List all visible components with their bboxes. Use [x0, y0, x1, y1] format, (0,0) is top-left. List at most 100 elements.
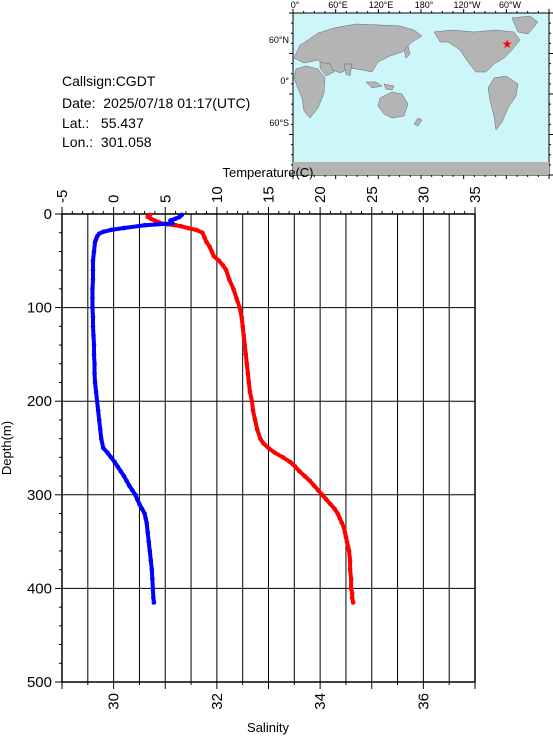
- salinity-data-point: [90, 277, 96, 282]
- temperature-data-point: [237, 305, 242, 310]
- salinity-data-point: [92, 370, 97, 376]
- temperature-data-point: [324, 497, 329, 502]
- temperature-data-point: [223, 267, 229, 273]
- temperature-data-point: [332, 506, 337, 512]
- temperature-tick-label: 15: [261, 186, 278, 203]
- temperature-data-point: [247, 389, 253, 395]
- indonesia-landmass: [365, 81, 395, 91]
- salinity-data-point: [144, 520, 149, 526]
- map-ticks: [289, 9, 553, 179]
- temperature-data-point: [307, 478, 313, 484]
- temperature-data-point: [209, 249, 215, 254]
- depth-axis-label: Depth(m): [0, 421, 14, 475]
- depth-tick-label: 500: [27, 674, 52, 691]
- salinity-data-point: [90, 314, 96, 320]
- temperature-data-point: [272, 450, 277, 455]
- temperature-data-point: [211, 253, 217, 259]
- salinity-data-point: [101, 445, 106, 451]
- temperature-data-point: [200, 230, 205, 236]
- temperature-data-point: [302, 473, 307, 479]
- temperature-data-point: [311, 483, 317, 488]
- salinity-data-point: [121, 473, 127, 479]
- temperature-data-point: [252, 417, 258, 423]
- temperature-data-point: [342, 529, 348, 535]
- salinity-data-point: [105, 450, 110, 455]
- antarctica-landmass: [293, 162, 549, 175]
- profile-plot: -5 0 5 10 15 20 25 30 35 30 32 34 36 01002003004005…: [0, 165, 484, 735]
- temperature-data-point: [220, 263, 226, 268]
- salinity-data-point: [91, 342, 97, 348]
- salinity-data-point: [90, 286, 95, 292]
- salinity-data-point: [151, 600, 157, 605]
- temperature-data-point: [246, 380, 252, 385]
- salinity-data-point: [90, 267, 96, 273]
- map-lon-label-1: 60°E: [328, 0, 348, 10]
- salinity-data-point: [142, 511, 147, 516]
- salinity-data-point: [93, 389, 99, 395]
- temperature-data-point: [250, 408, 256, 413]
- map-lon-label-4: 120°W: [453, 0, 481, 10]
- map-lat-label-2: 60°S: [269, 118, 289, 128]
- salinity-data-point: [126, 483, 132, 488]
- temperature-data-point: [239, 314, 244, 320]
- temperature-data-point: [343, 534, 349, 540]
- date-label: Date:: [62, 95, 96, 111]
- salinity-data-point: [91, 352, 97, 357]
- temperature-data-point: [178, 223, 184, 229]
- salinity-data-point: [90, 258, 96, 264]
- temperature-data-point: [261, 441, 266, 446]
- salinity-data-point: [118, 469, 124, 474]
- temperature-data-point: [226, 277, 232, 282]
- salinity-data-point: [90, 305, 95, 310]
- salinity-data-point: [129, 487, 135, 493]
- australia-landmass: [377, 91, 409, 119]
- salinity-data-point: [170, 221, 175, 226]
- temperature-tick-labels: -5 0 5 10 15 20 25 30 35: [54, 186, 484, 203]
- temperature-data-point: [234, 295, 239, 301]
- salinity-data-point: [95, 408, 101, 413]
- salinity-data-point: [96, 417, 102, 423]
- temperature-data-point: [193, 227, 199, 233]
- map-land: [293, 15, 549, 175]
- salinity-data-point: [94, 398, 100, 404]
- temperature-data-point: [152, 218, 158, 223]
- arabia-landmass: [319, 61, 335, 77]
- salinity-data-point: [173, 216, 178, 221]
- temperature-tick-label: 20: [312, 186, 329, 203]
- map-latitude-labels: 60°N 0° 60°S: [269, 35, 290, 128]
- temperature-data-point: [231, 286, 236, 292]
- salinity-data-point: [91, 249, 97, 254]
- temperature-data-point: [341, 525, 347, 530]
- temperature-data-point: [328, 501, 333, 507]
- salinity-data-point: [92, 380, 98, 385]
- south-america-landmass: [487, 75, 519, 131]
- map-lon-label-5: 60°W: [499, 0, 522, 10]
- salinity-data-point: [146, 539, 152, 544]
- salinity-data-point: [142, 222, 147, 228]
- temperature-series: [145, 212, 356, 605]
- temperature-data-point: [348, 576, 354, 582]
- callsign-text: Callsign:CGDT: [62, 73, 156, 89]
- temperature-tick-label: 10: [209, 186, 226, 203]
- temperature-data-point: [287, 459, 293, 465]
- temperature-data-point: [204, 239, 209, 245]
- salinity-data-point: [177, 214, 183, 220]
- salinity-data-point: [149, 567, 155, 572]
- salinity-data-point: [97, 426, 103, 432]
- salinity-data-point: [112, 459, 117, 465]
- north-america-landmass: [433, 29, 521, 73]
- map-lon-label-2: 120°E: [369, 0, 394, 10]
- temperature-tick-label: 0: [106, 195, 123, 203]
- japan-landmass: [403, 45, 411, 59]
- temperature-tick-label: 30: [415, 186, 432, 203]
- depth-tick-label: 100: [27, 300, 52, 317]
- temperature-data-point: [347, 558, 353, 563]
- temperature-data-point: [339, 520, 345, 526]
- temperature-data-point: [185, 225, 191, 231]
- salinity-data-point: [143, 515, 148, 521]
- temperature-data-point: [335, 511, 340, 516]
- temperature-data-point: [350, 600, 356, 605]
- temperature-tick-label: 35: [467, 186, 484, 203]
- depth-tick-label: 0: [44, 206, 52, 223]
- world-map: 0° 60°E 120°E 180° 120°W 60°W 60°N 0° 60…: [269, 0, 553, 179]
